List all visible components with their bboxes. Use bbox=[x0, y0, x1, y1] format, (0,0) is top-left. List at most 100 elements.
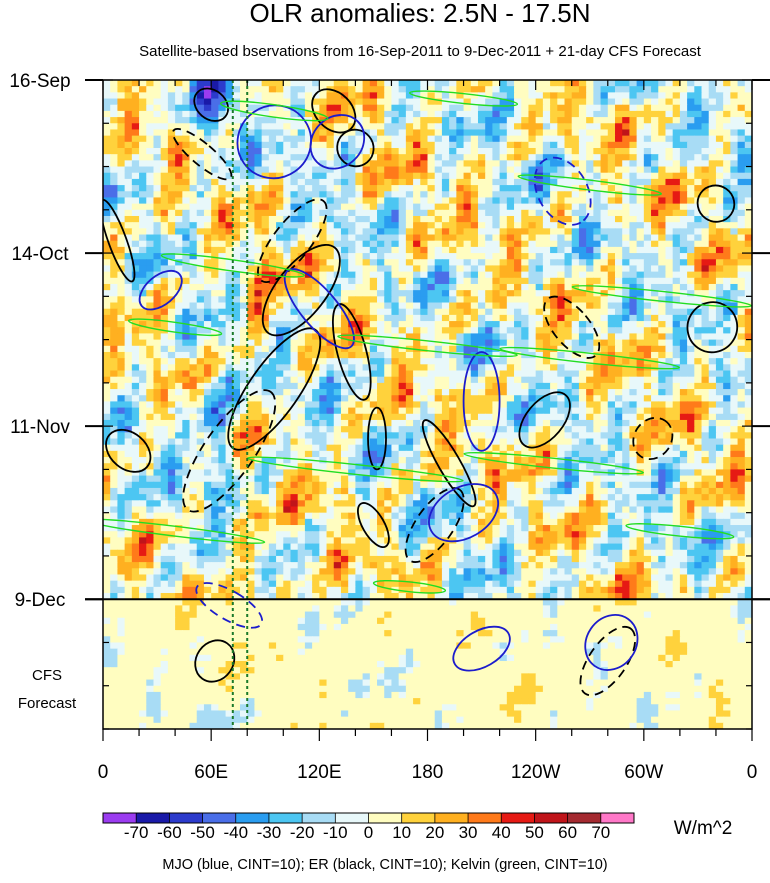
heatmap-cell bbox=[182, 98, 191, 106]
heatmap-cell bbox=[139, 178, 147, 186]
heatmap-cell bbox=[240, 259, 248, 267]
heatmap-cell bbox=[377, 110, 385, 118]
heatmap-cell bbox=[737, 290, 746, 297]
heatmap-cell bbox=[146, 191, 155, 199]
heatmap-cell bbox=[355, 259, 364, 267]
heatmap-cell bbox=[160, 191, 169, 199]
heatmap-cell bbox=[715, 370, 724, 378]
heatmap-cell bbox=[687, 185, 695, 192]
heatmap-cell bbox=[340, 104, 349, 112]
heatmap-cell bbox=[326, 166, 335, 174]
heatmap-cell bbox=[146, 209, 155, 217]
heatmap-cell bbox=[708, 382, 717, 390]
heatmap-cell bbox=[240, 154, 248, 161]
heatmap-cell bbox=[600, 389, 609, 396]
heatmap-cell bbox=[131, 178, 140, 186]
heatmap-cell bbox=[492, 413, 501, 421]
heatmap-cell bbox=[470, 271, 479, 279]
heatmap-cell bbox=[730, 191, 739, 199]
heatmap-cell bbox=[701, 382, 710, 390]
heatmap-cell bbox=[564, 203, 573, 211]
heatmap-cell bbox=[593, 253, 602, 260]
heatmap-cell bbox=[110, 382, 119, 390]
heatmap-cell bbox=[528, 259, 537, 267]
heatmap-cell bbox=[211, 413, 219, 421]
heatmap-cell bbox=[276, 358, 284, 365]
heatmap-cell bbox=[283, 135, 292, 143]
heatmap-cell bbox=[492, 376, 501, 384]
heatmap-cell bbox=[557, 265, 566, 273]
heatmap-cell bbox=[463, 172, 472, 180]
heatmap-cell bbox=[283, 364, 292, 372]
heatmap-cell bbox=[391, 191, 400, 199]
heatmap-cell bbox=[297, 222, 306, 229]
heatmap-cell bbox=[651, 160, 659, 168]
heatmap-cell bbox=[211, 290, 219, 297]
heatmap-cell bbox=[139, 277, 147, 285]
heatmap-cell bbox=[550, 314, 558, 322]
heatmap-cell bbox=[283, 154, 292, 161]
heatmap-cell bbox=[405, 271, 414, 279]
heatmap-cell bbox=[506, 351, 515, 359]
heatmap-cell bbox=[167, 215, 176, 223]
heatmap-cell bbox=[160, 228, 169, 236]
heatmap-cell bbox=[304, 141, 313, 149]
heatmap-cell bbox=[658, 265, 667, 273]
heatmap-cell bbox=[124, 246, 133, 254]
heatmap-cell bbox=[586, 370, 594, 378]
heatmap-cell bbox=[247, 308, 256, 316]
heatmap-cell bbox=[636, 327, 645, 335]
heatmap-cell bbox=[413, 333, 421, 341]
heatmap-cell bbox=[348, 376, 356, 384]
heatmap-cell bbox=[254, 376, 263, 384]
heatmap-cell bbox=[355, 92, 364, 100]
heatmap-cell bbox=[232, 296, 241, 304]
heatmap-cell bbox=[312, 129, 320, 137]
heatmap-cell bbox=[103, 302, 111, 310]
heatmap-cell bbox=[203, 104, 212, 112]
heatmap-cell bbox=[715, 376, 724, 384]
heatmap-cell bbox=[348, 345, 356, 353]
heatmap-cell bbox=[146, 302, 155, 310]
heatmap-cell bbox=[629, 314, 638, 322]
heatmap-cell bbox=[694, 370, 703, 378]
heatmap-cell bbox=[557, 185, 566, 192]
heatmap-cell bbox=[651, 407, 659, 415]
heatmap-cell bbox=[405, 104, 414, 112]
heatmap-cell bbox=[723, 172, 731, 180]
heatmap-cell bbox=[492, 351, 501, 359]
heatmap-cell bbox=[636, 154, 645, 161]
heatmap-cell bbox=[420, 160, 429, 168]
heatmap-cell bbox=[297, 296, 306, 304]
heatmap-cell bbox=[593, 154, 602, 161]
heatmap-cell bbox=[218, 370, 227, 378]
heatmap-cell bbox=[283, 253, 292, 260]
heatmap-cell bbox=[355, 277, 364, 285]
heatmap-cell bbox=[254, 401, 263, 409]
heatmap-cell bbox=[434, 327, 443, 335]
heatmap-cell bbox=[564, 277, 573, 285]
heatmap-cell bbox=[636, 98, 645, 106]
heatmap-cell bbox=[449, 178, 457, 186]
heatmap-cell bbox=[146, 110, 155, 118]
heatmap-cell bbox=[593, 185, 602, 192]
heatmap-cell bbox=[247, 358, 256, 365]
heatmap-cell bbox=[542, 123, 551, 131]
heatmap-cell bbox=[225, 191, 234, 199]
heatmap-cell bbox=[131, 259, 140, 267]
heatmap-cell bbox=[117, 407, 126, 415]
heatmap-cell bbox=[694, 92, 703, 100]
heatmap-cell bbox=[276, 370, 284, 378]
heatmap-cell bbox=[405, 253, 414, 260]
heatmap-cell bbox=[312, 135, 320, 143]
heatmap-cell bbox=[333, 178, 342, 186]
heatmap-cell bbox=[564, 154, 573, 161]
heatmap-cell bbox=[622, 228, 631, 236]
heatmap-cell bbox=[593, 166, 602, 174]
heatmap-cell bbox=[614, 80, 623, 87]
heatmap-cell bbox=[737, 185, 746, 192]
heatmap-cell bbox=[470, 401, 479, 409]
heatmap-cell bbox=[398, 160, 407, 168]
heatmap-cell bbox=[290, 389, 299, 396]
heatmap-cell bbox=[391, 407, 400, 415]
